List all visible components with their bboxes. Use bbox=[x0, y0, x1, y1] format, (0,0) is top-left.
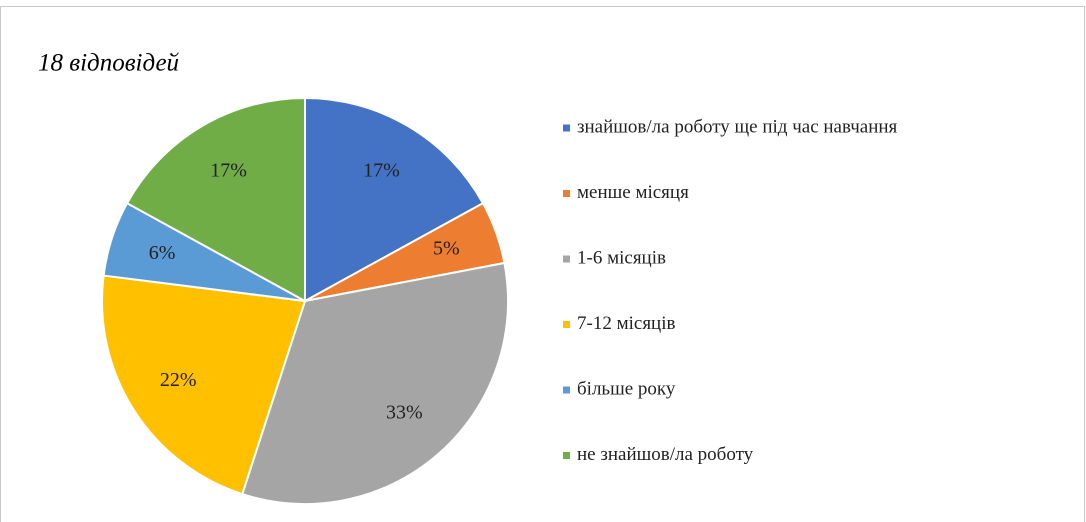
data-label: 6% bbox=[149, 242, 176, 264]
legend-marker bbox=[563, 190, 570, 197]
legend-label: знайшов/ла роботу ще під час навчання bbox=[577, 116, 898, 137]
pie-slice bbox=[241, 261, 509, 505]
legend-label: менше місяця bbox=[577, 182, 689, 203]
legend-marker bbox=[563, 386, 570, 394]
legend-label: 7-12 місяців bbox=[577, 313, 675, 334]
data-label: 17% bbox=[210, 159, 247, 181]
pie-slice bbox=[125, 96, 306, 303]
legend-marker bbox=[563, 255, 570, 263]
legend-marker bbox=[563, 321, 570, 328]
legend-marker bbox=[563, 452, 570, 459]
legend-marker bbox=[563, 124, 570, 132]
legend-label: не знайшов/ла роботу bbox=[577, 444, 754, 465]
pie-slice bbox=[101, 274, 307, 496]
data-label: 17% bbox=[363, 159, 400, 181]
data-label: 5% bbox=[433, 238, 460, 260]
chart-title: 18 відповідей bbox=[38, 50, 180, 77]
data-label: 33% bbox=[386, 401, 423, 423]
pie-slice bbox=[304, 96, 485, 303]
legend-label: 1-6 місяців bbox=[577, 247, 666, 268]
legend-label: більше року bbox=[577, 378, 676, 399]
data-label: 22% bbox=[160, 369, 197, 391]
